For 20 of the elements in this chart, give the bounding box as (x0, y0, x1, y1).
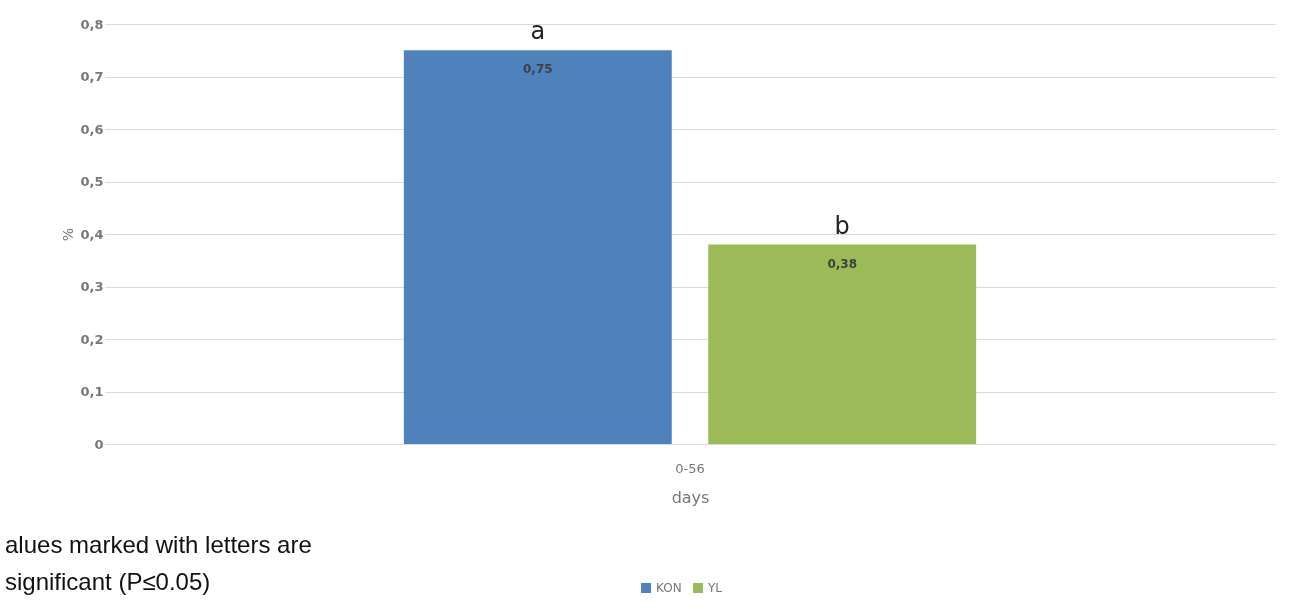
y-tick-label: 0,5 (80, 174, 104, 189)
x-tick-label: 0-56 (675, 460, 705, 476)
y-tick-label: 0,3 (80, 279, 104, 294)
y-tick-label: 0 (94, 436, 104, 452)
data-label: 0,38 (827, 256, 858, 271)
y-tick-label: 0,4 (80, 226, 104, 242)
y-tick-label: 0,1 (80, 384, 104, 399)
x-axis-title: days (671, 487, 710, 507)
y-tick-label: 0,7 (80, 69, 104, 84)
data-label: 0,75 (522, 62, 553, 77)
y-tick-label: 0,6 (80, 121, 104, 137)
y-axis-title: % (60, 227, 77, 242)
text: alues marked with letters are (5, 531, 312, 558)
text: significant (P≤0.05) (5, 568, 211, 595)
annotation: a (530, 17, 546, 46)
legend-label: KON (656, 581, 682, 595)
annotation: b (834, 211, 850, 240)
legend-label: YL (707, 581, 723, 595)
y-tick-label: 0,2 (80, 331, 104, 347)
y-tick-label: 0,8 (80, 16, 104, 32)
